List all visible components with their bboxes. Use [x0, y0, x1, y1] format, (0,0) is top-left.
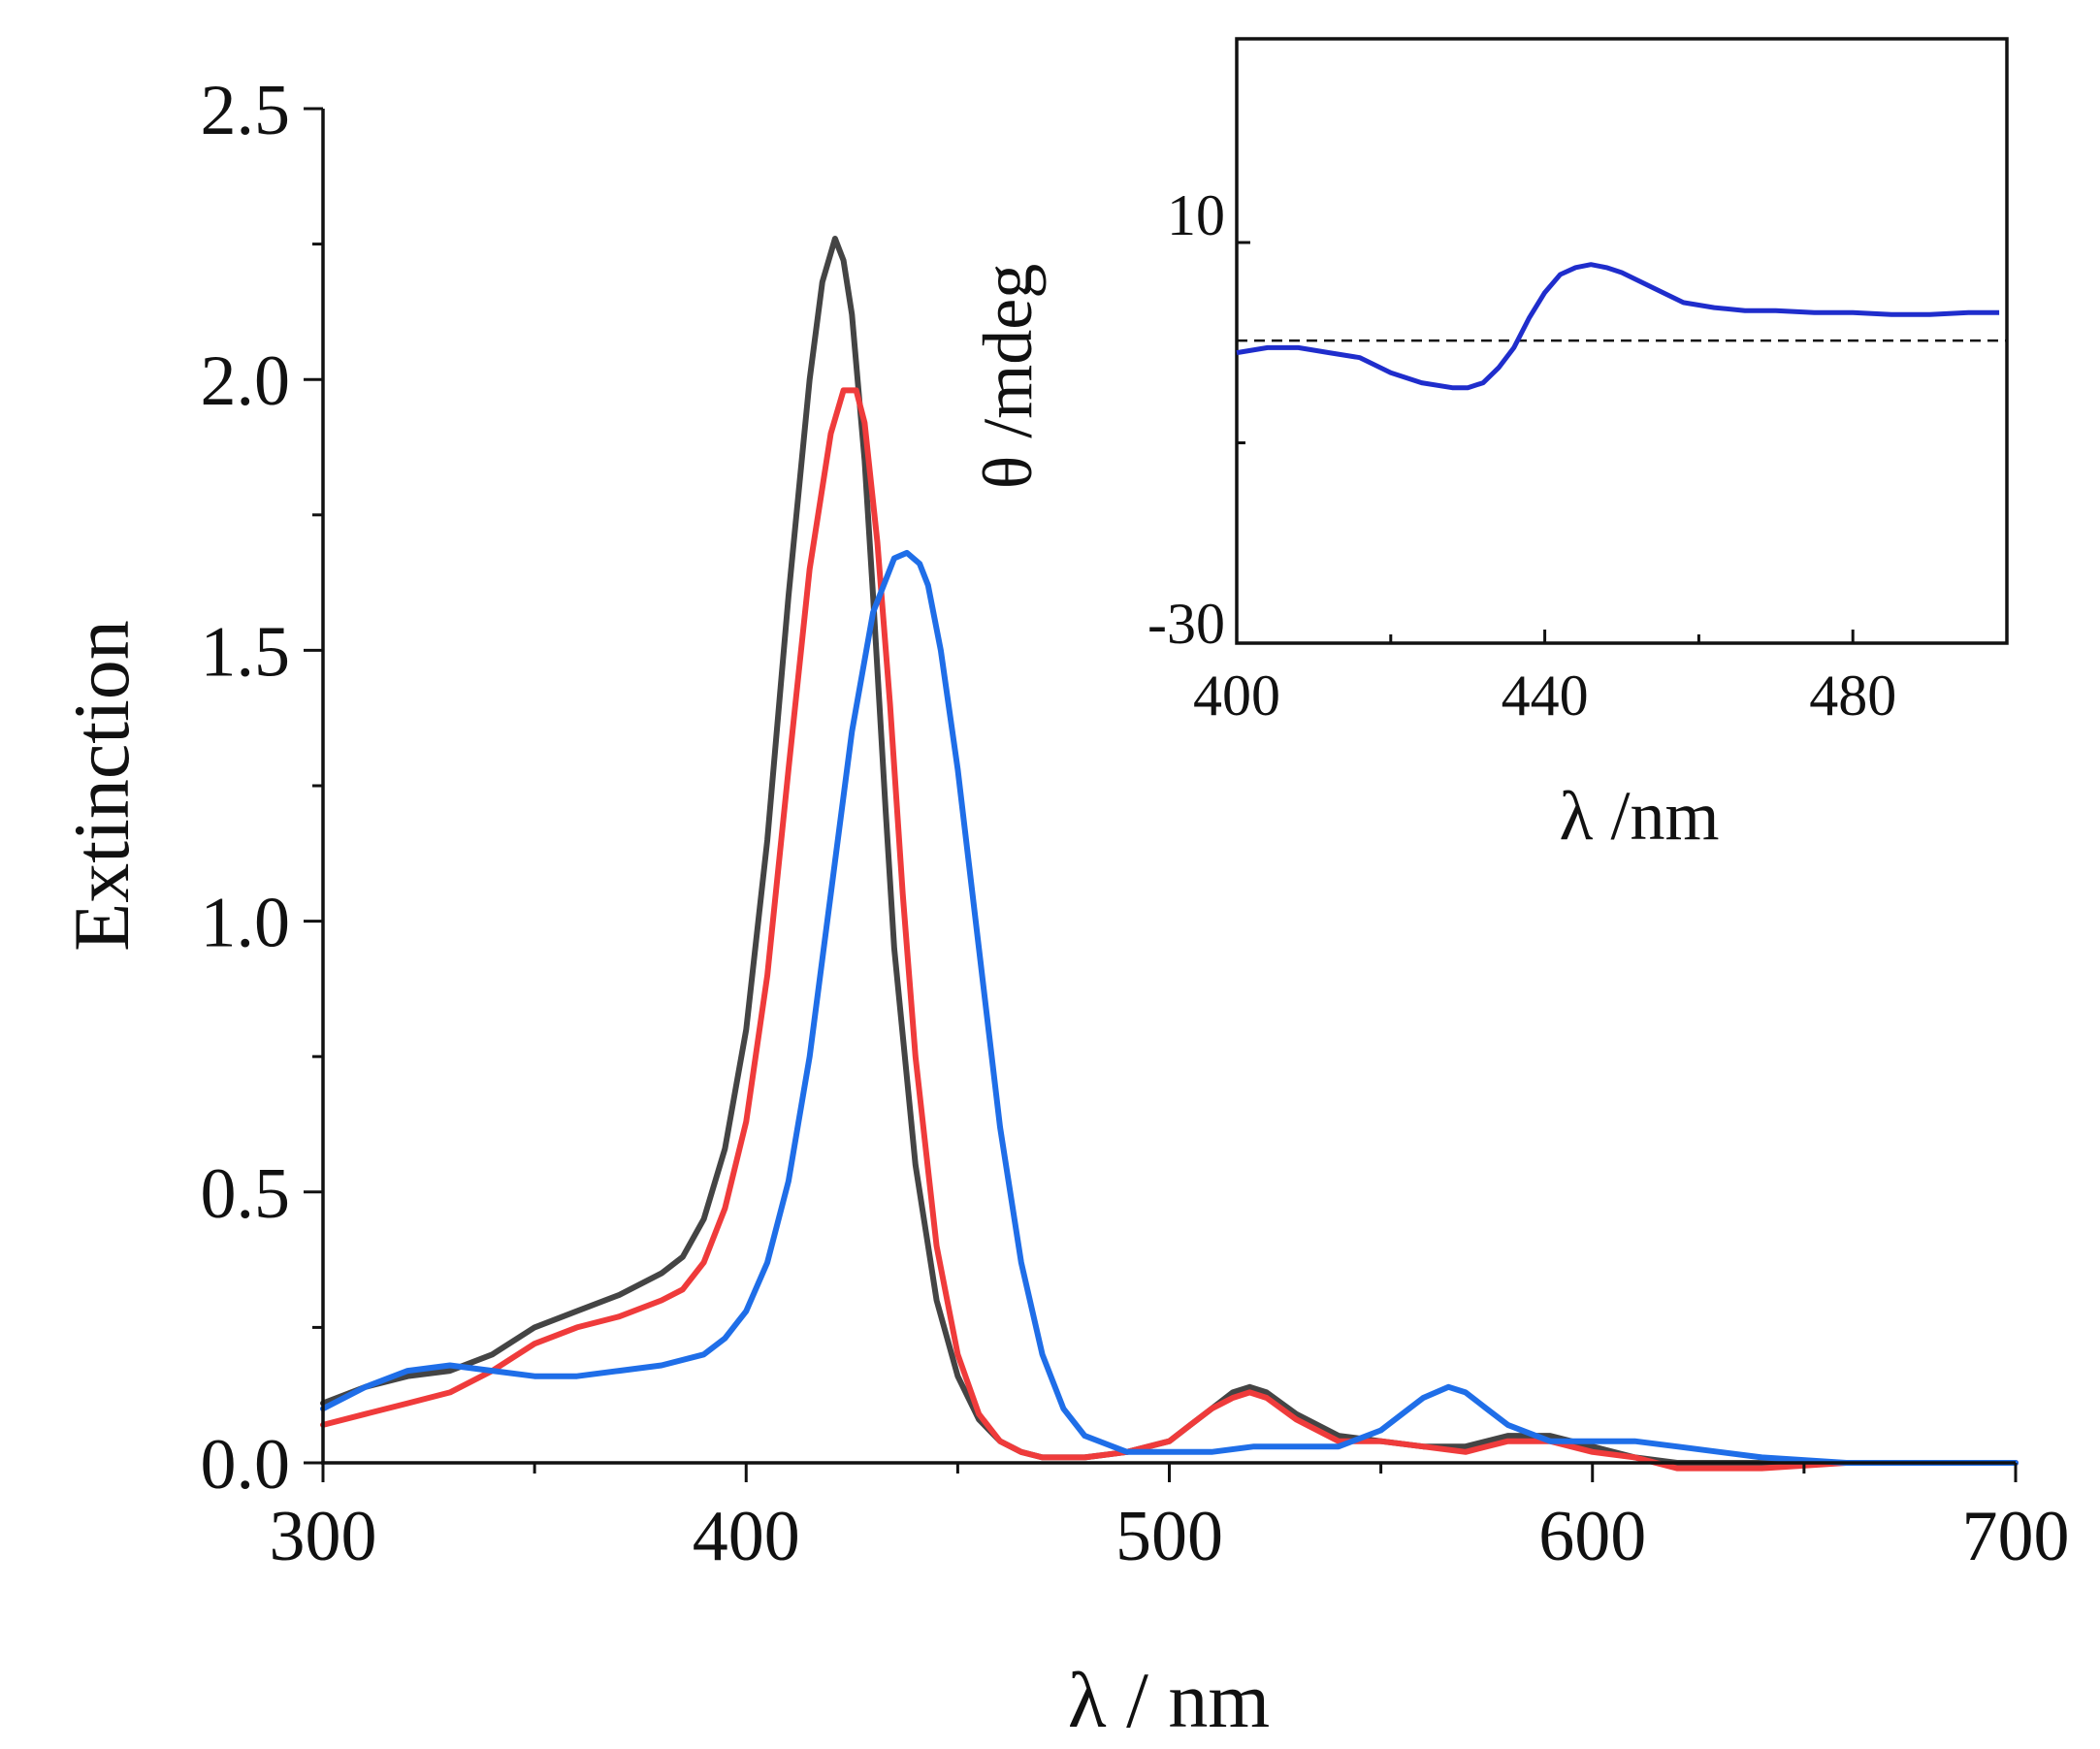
inset-x-tick-label: 440	[1502, 664, 1589, 728]
inset-x-tick-label: 400	[1193, 664, 1280, 728]
inset-ticks	[1235, 241, 2009, 645]
x-tick-label: 300	[270, 1497, 377, 1576]
x-tick-label: 700	[1962, 1497, 2070, 1576]
series-line-blue	[320, 549, 2019, 1466]
y-tick-label: 2.5	[201, 71, 291, 150]
inset-x-tick-label: 480	[1809, 664, 1896, 728]
y-tick-label: 2.0	[201, 341, 291, 421]
series-line-black	[320, 236, 2019, 1466]
y-tick-label: 0.5	[201, 1154, 291, 1234]
x-tick-label: 600	[1538, 1497, 1646, 1576]
y-tick-label: 0.0	[201, 1425, 291, 1505]
main-extinction-chart: 300 400 500 600 700 0.0 0.5 1.0 1.5 2.0 2.5 λ / nm…	[57, 71, 2070, 1744]
x-tick-label: 500	[1115, 1497, 1223, 1576]
inset-tick-labels: 400 440 480 10 -30	[1147, 183, 1896, 728]
inset-cd-chart: 400 440 480 10 -30 λ /nm θ /mdeg	[969, 37, 2009, 855]
series-line-red	[320, 387, 2019, 1472]
main-tick-labels: 300 400 500 600 700 0.0 0.5 1.0 1.5 2.0 2.5	[201, 71, 2070, 1576]
inset-x-axis-title: λ /nm	[1560, 777, 1720, 855]
y-tick-label: 1.5	[201, 612, 291, 692]
main-series-group	[320, 236, 2019, 1472]
main-ticks	[304, 107, 2018, 1482]
inset-y-axis-title: θ /mdeg	[969, 264, 1047, 489]
main-x-axis-title: λ / nm	[1068, 1656, 1270, 1744]
y-tick-label: 1.0	[201, 884, 291, 963]
inset-y-tick-label: 10	[1167, 183, 1225, 247]
inset-series-group	[1236, 262, 2000, 391]
main-y-axis-title: Extinction	[57, 620, 145, 952]
inset-y-tick-label: -30	[1147, 592, 1225, 656]
x-tick-label: 400	[693, 1497, 800, 1576]
inset-series-line	[1236, 262, 2000, 391]
